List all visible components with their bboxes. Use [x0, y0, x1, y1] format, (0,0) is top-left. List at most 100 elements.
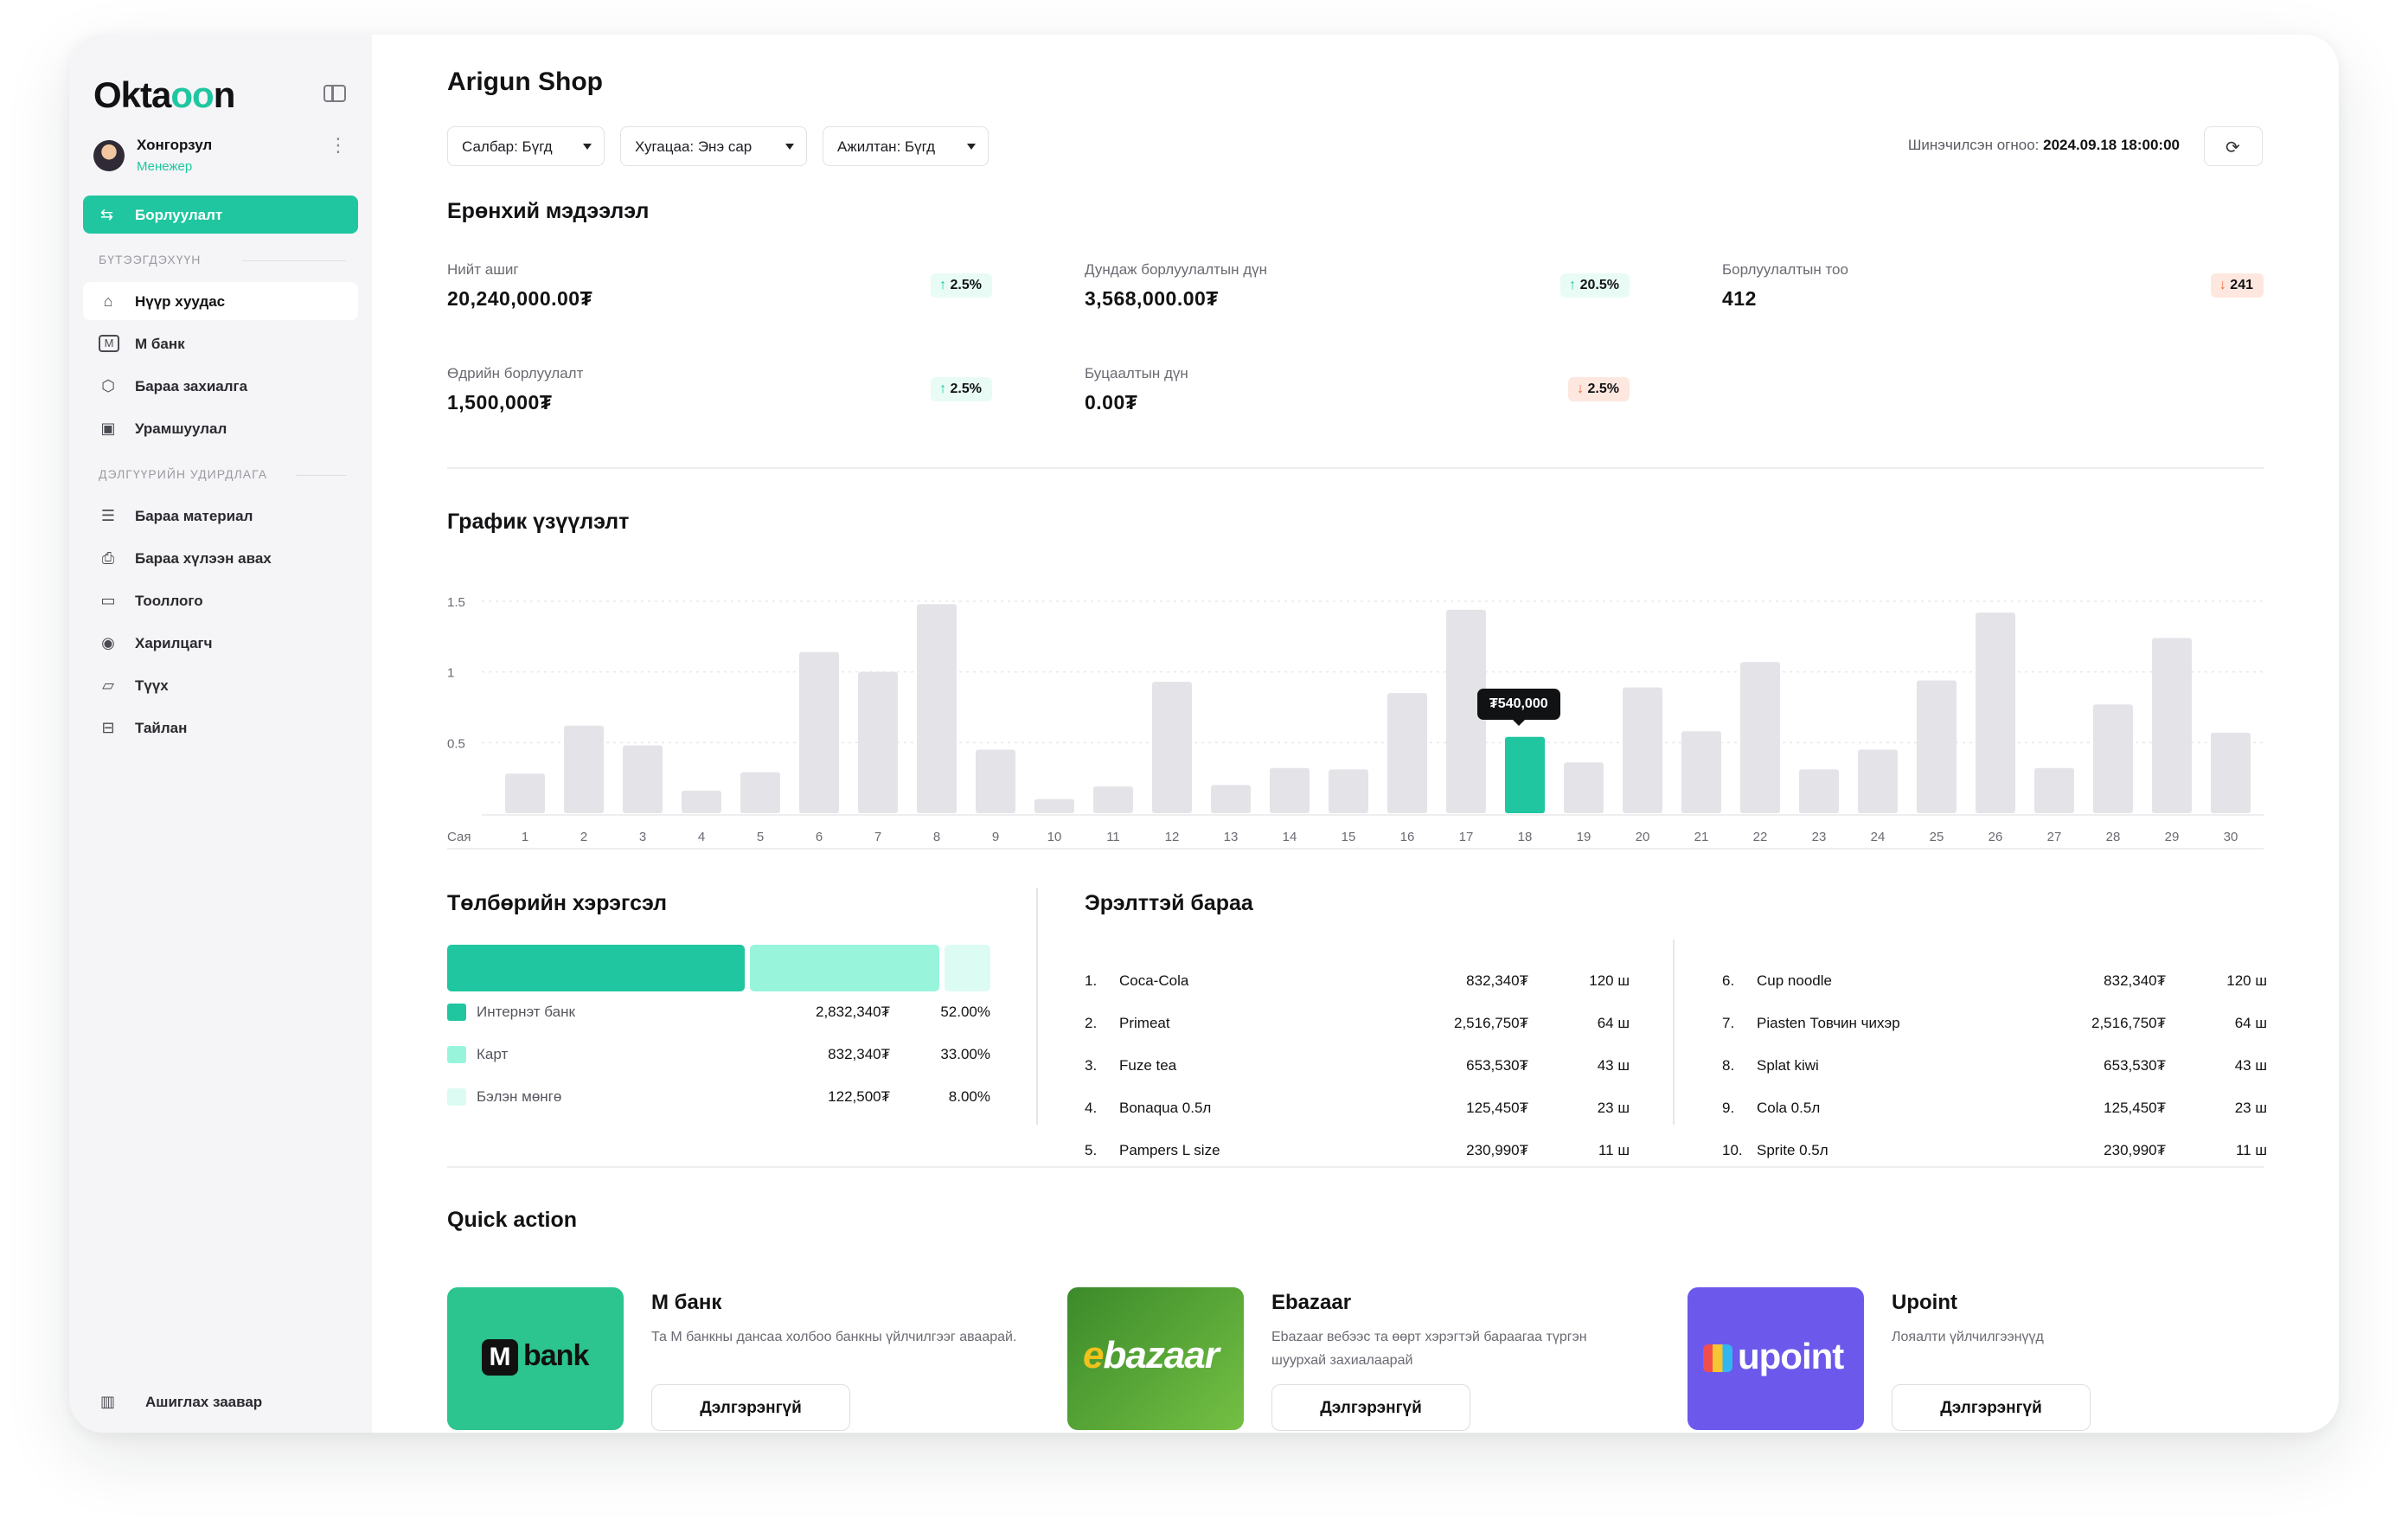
payment-bar-segment	[750, 945, 939, 991]
trend-badge: ↑ 2.5%	[931, 377, 992, 401]
more-vertical-icon[interactable]: ⋮	[329, 134, 348, 156]
bar[interactable]	[1858, 749, 1898, 814]
sidebar-item-label: Бараа захиалга	[135, 378, 248, 394]
product-row[interactable]: 3. Fuze tea 653,530₮ 43 ш	[1085, 1054, 1630, 1080]
user-role: Менежер	[137, 159, 193, 174]
bar[interactable]	[2211, 732, 2251, 813]
bar[interactable]	[1329, 769, 1368, 813]
user-profile[interactable]: Хонгорзул Менежер ⋮	[93, 134, 353, 180]
product-amount: 653,530₮	[2104, 1057, 2166, 1074]
sidebar-item-label: Урамшуулал	[135, 420, 227, 437]
x-tick-label: 29	[2165, 830, 2180, 844]
bar[interactable]	[740, 772, 780, 813]
bar[interactable]	[2093, 704, 2133, 813]
product-name: Primeat	[1119, 1015, 1170, 1031]
product-row[interactable]: 7. Piasten Товчин чихэр 2,516,750₮ 64 ш	[1722, 1011, 2267, 1037]
product-row[interactable]: 1. Coca-Cola 832,340₮ 120 ш	[1085, 969, 1630, 995]
product-row[interactable]: 9. Cola 0.5л 125,450₮ 23 ш	[1722, 1096, 2267, 1122]
product-row[interactable]: 2. Primeat 2,516,750₮ 64 ш	[1085, 1011, 1630, 1037]
bar[interactable]	[682, 790, 721, 813]
bar[interactable]	[799, 651, 839, 813]
bar[interactable]	[1152, 682, 1192, 813]
period-filter[interactable]: Хугацаа: Энэ сар	[620, 126, 807, 166]
product-row[interactable]: 8. Splat kiwi 653,530₮ 43 ш	[1722, 1054, 2267, 1080]
x-tick-label: 8	[933, 830, 940, 844]
bar[interactable]	[1799, 769, 1839, 813]
bar[interactable]	[2152, 638, 2192, 813]
x-tick-label: 13	[1224, 830, 1239, 844]
bar[interactable]	[976, 749, 1015, 814]
quick-action-description: Лояалти үйлчилгээнүүд	[1892, 1330, 2044, 1344]
transfer-icon: ⇆	[100, 206, 114, 223]
bar[interactable]	[1446, 609, 1486, 813]
bar[interactable]	[2034, 767, 2074, 813]
bar[interactable]	[1034, 799, 1074, 813]
product-amount: 653,530₮	[1466, 1057, 1528, 1074]
product-row[interactable]: 6. Cup noodle 832,340₮ 120 ш	[1722, 969, 2267, 995]
help-guide-label: Ашиглах заавар	[145, 1394, 263, 1410]
upoint-logo[interactable]: upoint	[1688, 1287, 1864, 1430]
product-name: Sprite 0.5л	[1757, 1142, 1828, 1158]
bar[interactable]	[917, 604, 957, 813]
book-icon: ▥	[100, 1393, 116, 1410]
sidebar-item-label: Бараа хүлээн авах	[135, 550, 272, 567]
payment-amount: 2,832,340₮	[815, 1004, 890, 1020]
bar[interactable]	[1270, 767, 1310, 813]
bar[interactable]	[1623, 687, 1662, 813]
product-name: Splat kiwi	[1757, 1057, 1819, 1074]
branch-filter[interactable]: Салбар: Бүгд	[447, 126, 605, 166]
sidebar-item-sales[interactable]: ⇆ Борлуулалт	[83, 196, 358, 234]
product-row[interactable]: 10. Sprite 0.5л 230,990₮ 11 ш	[1722, 1139, 2267, 1164]
help-guide-link[interactable]: ▥ Ашиглах заавар	[100, 1389, 343, 1415]
m-bank-logo-m: M	[482, 1339, 518, 1376]
sidebar-item-stock-count[interactable]: ▭ Тооллого	[83, 581, 358, 619]
x-axis-unit-label: Сая	[447, 830, 471, 844]
bar[interactable]	[1564, 762, 1604, 813]
sidebar-item-customers[interactable]: ◉ Харилцагч	[83, 624, 358, 662]
sidebar-item-history[interactable]: ▱ Түүх	[83, 666, 358, 704]
employee-filter[interactable]: Ажилтан: Бүгд	[823, 126, 989, 166]
sidebar-item-m-bank[interactable]: M М банк	[83, 324, 358, 362]
bar[interactable]	[1681, 731, 1721, 813]
bar[interactable]	[1976, 613, 2015, 813]
payment-amount: 832,340₮	[828, 1046, 890, 1062]
sidebar-item-reports[interactable]: ⊟ Тайлан	[83, 709, 358, 747]
bar[interactable]	[858, 671, 898, 813]
product-name: Piasten Товчин чихэр	[1757, 1015, 1900, 1031]
sidebar-collapse-icon[interactable]	[323, 85, 346, 102]
ebazaar-logo[interactable]: ebazaar	[1067, 1287, 1244, 1430]
bar[interactable]	[1505, 736, 1545, 813]
column-divider	[1673, 940, 1675, 1125]
quick-action-ebazaar: ebazaar Ebazaar Ebazaar вебээс та өөрт х…	[1067, 1287, 1656, 1433]
bar[interactable]	[1211, 785, 1251, 813]
bar[interactable]	[564, 725, 604, 813]
sidebar-item-home[interactable]: ⌂ Нүүр хуудас	[83, 282, 358, 320]
product-row[interactable]: 4. Bonaqua 0.5л 125,450₮ 23 ш	[1085, 1096, 1630, 1122]
sidebar-item-orders[interactable]: ⬡ Бараа захиалга	[83, 367, 358, 405]
app-logo[interactable]: Oktaoon	[93, 74, 235, 115]
last-updated-label: Шинэчилсэн огноо:	[1907, 137, 2040, 153]
product-rank: 8.	[1722, 1057, 1735, 1074]
bar[interactable]	[623, 745, 663, 813]
sidebar-item-inventory[interactable]: ☰ Бараа материал	[83, 497, 358, 535]
details-button[interactable]: Дэлгэрэнгүй	[651, 1384, 850, 1431]
details-button[interactable]: Дэлгэрэнгүй	[1271, 1384, 1470, 1431]
sidebar-item-promotions[interactable]: ▣ Урамшуулал	[83, 409, 358, 447]
trend-badge: ↓ 241	[2210, 273, 2264, 298]
product-quantity: 11 ш	[2235, 1142, 2267, 1158]
bar[interactable]	[1740, 662, 1780, 813]
bar[interactable]	[1093, 786, 1133, 813]
m-bank-logo[interactable]: M bank	[447, 1287, 624, 1430]
product-row[interactable]: 5. Pampers L size 230,990₮ 11 ш	[1085, 1139, 1630, 1164]
page-title: Arigun Shop	[447, 67, 603, 96]
payment-row-card: Карт 832,340₮ 33.00%	[447, 1042, 990, 1068]
bar[interactable]	[1387, 693, 1427, 813]
sidebar-item-receive-goods[interactable]: ⎙ Бараа хүлээн авах	[83, 539, 358, 577]
bar[interactable]	[1917, 680, 1956, 813]
x-tick-label: 3	[639, 830, 646, 844]
bar[interactable]	[505, 773, 545, 813]
refresh-button[interactable]: ⟳	[2204, 126, 2263, 166]
details-button[interactable]: Дэлгэрэнгүй	[1892, 1384, 2091, 1431]
quick-action-upoint: upoint Upoint Лояалти үйлчилгээнүүд Дэлг…	[1688, 1287, 2276, 1433]
sidebar-item-label: Нүүр хуудас	[135, 293, 226, 310]
